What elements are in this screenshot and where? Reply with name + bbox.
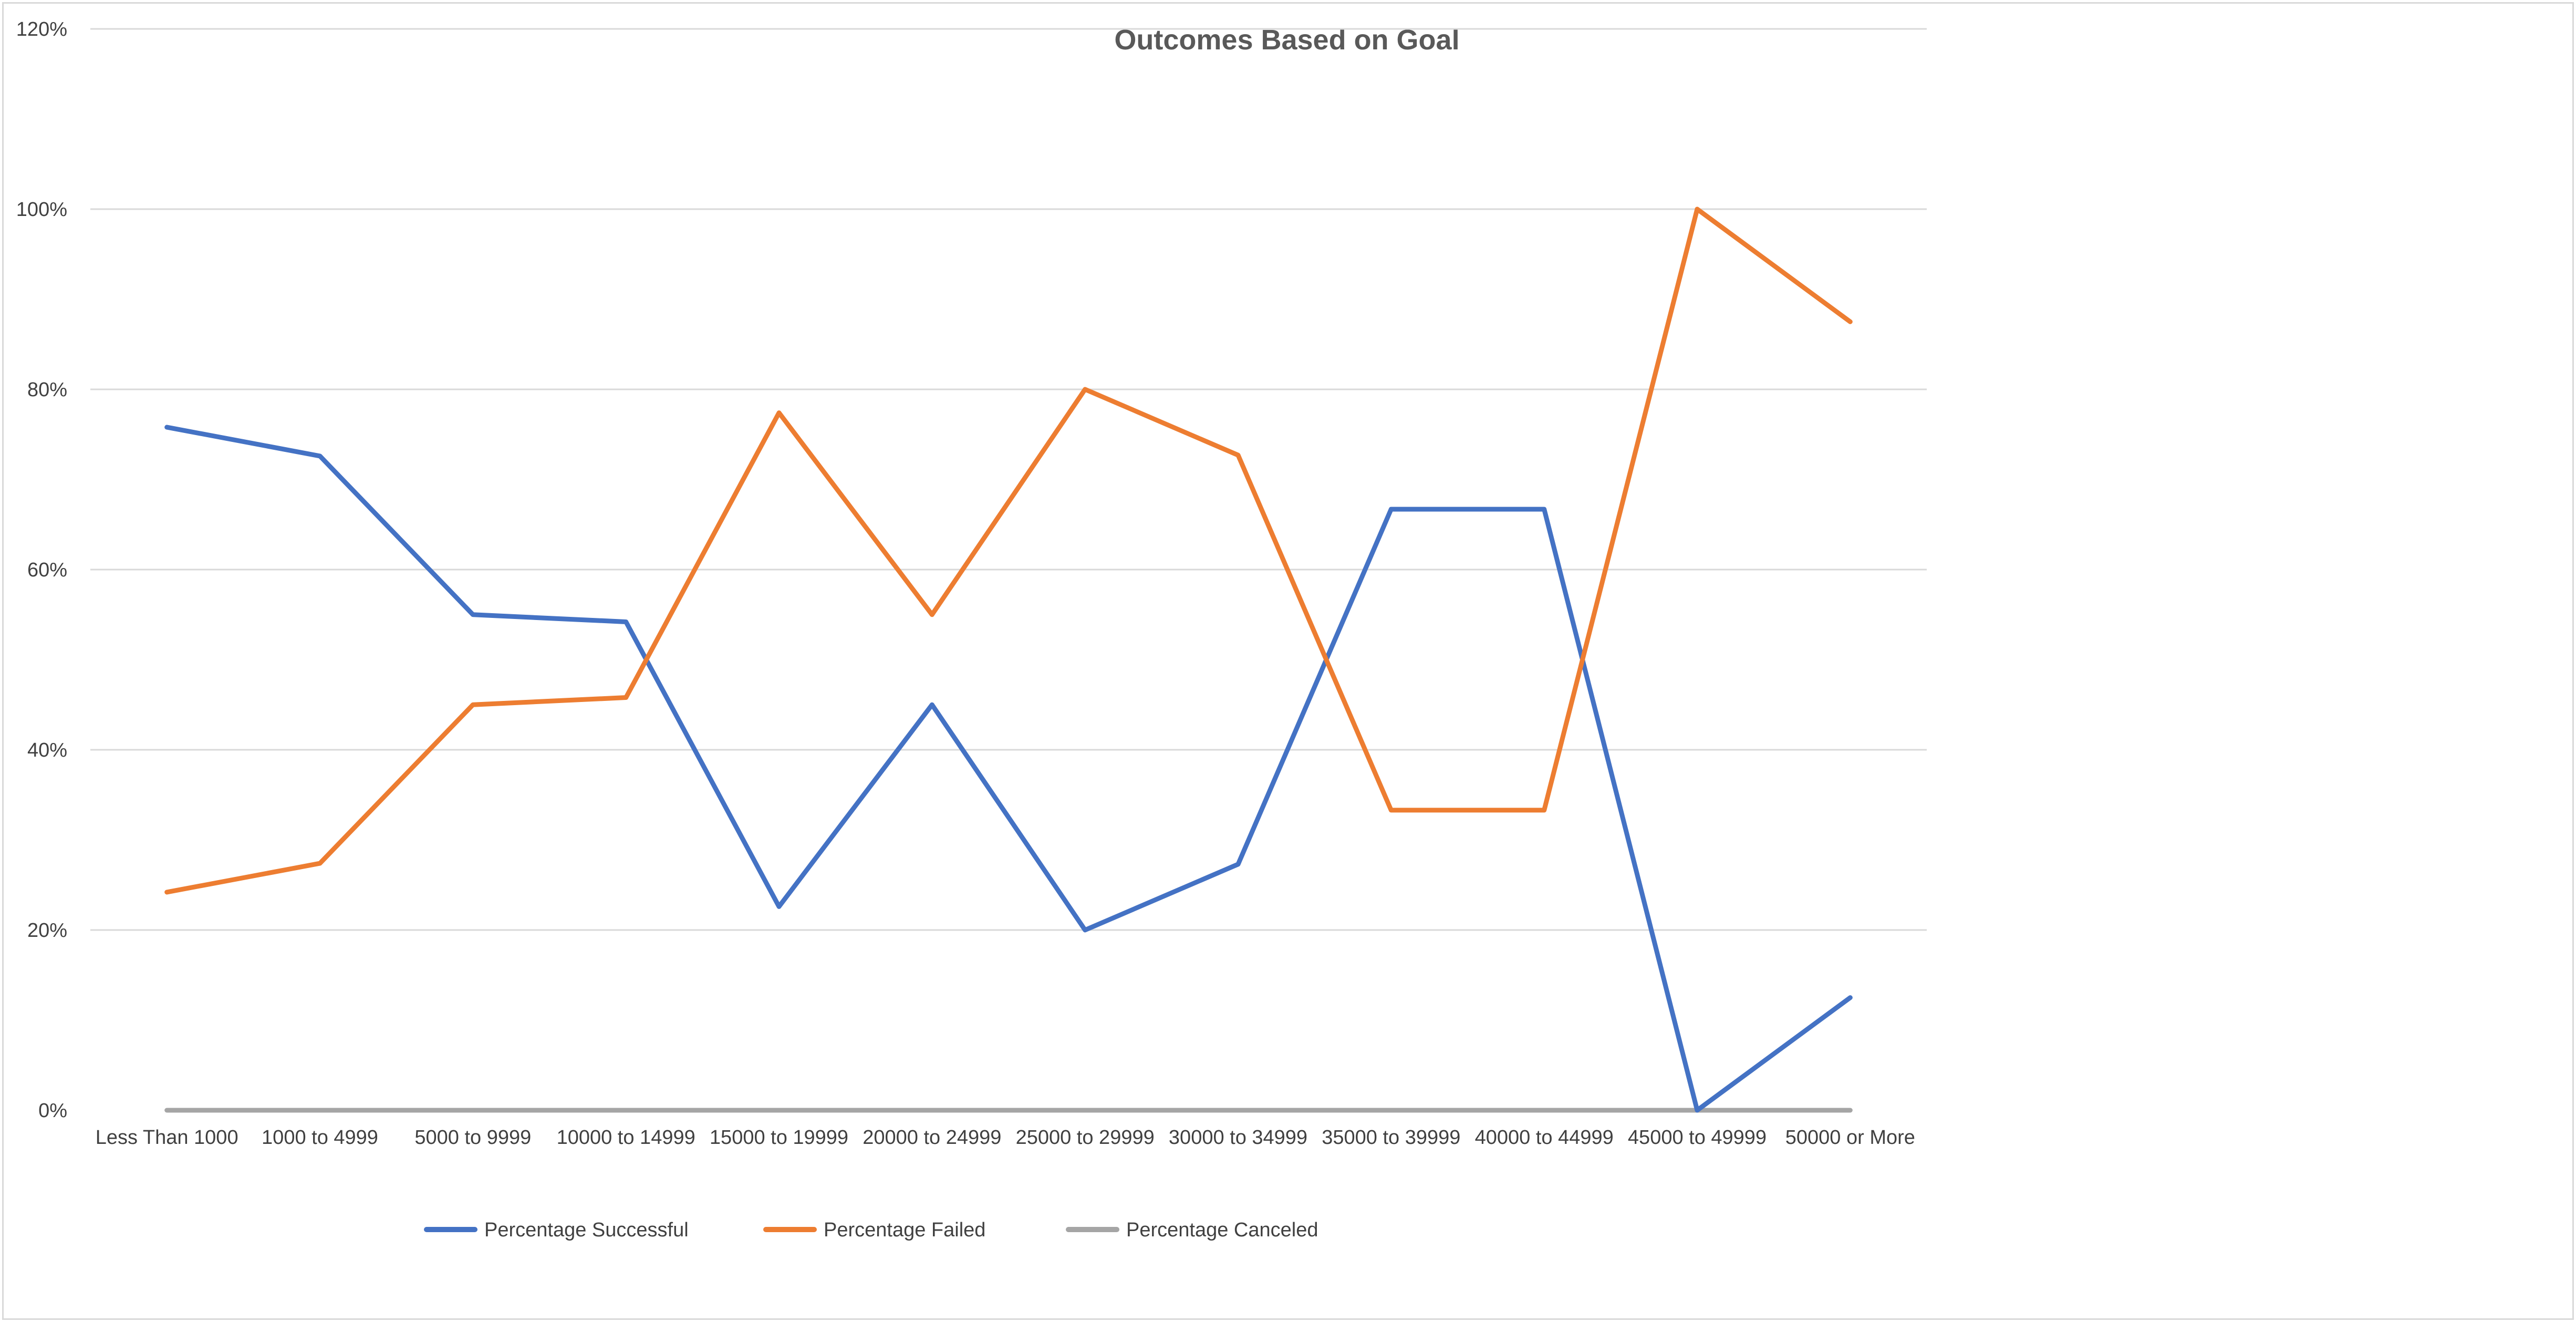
- data-point: [1236, 862, 1240, 866]
- data-point: [1236, 1108, 1240, 1112]
- data-point: [471, 1108, 475, 1112]
- x-tick-label: 40000 to 44999: [1475, 1127, 1614, 1149]
- data-point: [318, 453, 322, 458]
- data-point: [1083, 387, 1087, 391]
- data-point: [930, 703, 934, 707]
- data-point: [1542, 808, 1546, 812]
- x-tick-label: 5000 to 9999: [414, 1127, 531, 1149]
- data-point: [624, 619, 628, 624]
- data-point: [164, 890, 169, 894]
- data-point: [624, 1108, 628, 1112]
- x-tick-label: Less Than 1000: [96, 1127, 238, 1149]
- data-point: [777, 410, 781, 415]
- gridlines: [90, 28, 1927, 931]
- x-axis-tick-labels: Less Than 1000 1000 to 4999 5000 to 9999 10…: [96, 1127, 1915, 1149]
- y-tick-label: 20%: [27, 920, 67, 942]
- x-tick-label: 10000 to 14999: [557, 1127, 695, 1149]
- y-axis-tick-labels: 0% 20% 40% 60% 80% 100% 120%: [16, 18, 67, 1122]
- data-point: [777, 1108, 781, 1112]
- data-point: [1236, 453, 1240, 458]
- legend: Percentage Successful Percentage Failed Pe…: [424, 1219, 1318, 1241]
- data-point: [930, 1108, 934, 1112]
- data-point: [1083, 1108, 1087, 1112]
- data-point: [1542, 1108, 1546, 1112]
- data-point: [1083, 928, 1087, 932]
- data-point: [1848, 319, 1853, 324]
- x-tick-label: 25000 to 29999: [1016, 1127, 1155, 1149]
- legend-label: Percentage Canceled: [1126, 1219, 1318, 1241]
- x-tick-label: 50000 or More: [1785, 1127, 1915, 1149]
- data-point: [471, 703, 475, 707]
- data-point: [1848, 1108, 1853, 1112]
- x-tick-label: 30000 to 34999: [1169, 1127, 1307, 1149]
- data-point: [1848, 995, 1853, 1000]
- x-tick-label: 1000 to 4999: [262, 1127, 378, 1149]
- data-point: [1389, 1108, 1394, 1112]
- data-point: [930, 612, 934, 617]
- data-point: [164, 425, 169, 430]
- y-tick-label: 60%: [27, 559, 67, 581]
- data-point: [164, 1108, 169, 1112]
- data-point: [1389, 507, 1394, 512]
- x-tick-label: 20000 to 24999: [863, 1127, 1001, 1149]
- y-tick-label: 40%: [27, 739, 67, 761]
- legend-label: Percentage Failed: [824, 1219, 985, 1241]
- x-tick-label: 35000 to 39999: [1322, 1127, 1460, 1149]
- data-point: [1542, 507, 1546, 512]
- data-point: [471, 612, 475, 617]
- data-point: [1695, 207, 1699, 211]
- x-tick-label: 15000 to 19999: [710, 1127, 848, 1149]
- y-tick-label: 0%: [38, 1100, 67, 1122]
- data-point: [624, 695, 628, 700]
- series-line-percentage-successful: [164, 425, 1853, 1113]
- y-tick-label: 120%: [16, 18, 67, 40]
- data-point: [318, 1108, 322, 1112]
- series-line-percentage-failed: [164, 206, 1853, 895]
- data-point: [318, 861, 322, 866]
- x-tick-label: 45000 to 49999: [1628, 1127, 1767, 1149]
- data-point: [1389, 808, 1394, 812]
- legend-label: Percentage Successful: [484, 1219, 689, 1241]
- y-tick-label: 80%: [27, 379, 67, 401]
- y-tick-label: 100%: [16, 199, 67, 221]
- data-point: [1695, 1108, 1699, 1112]
- data-point: [777, 904, 781, 909]
- plot-series: [164, 206, 1853, 1113]
